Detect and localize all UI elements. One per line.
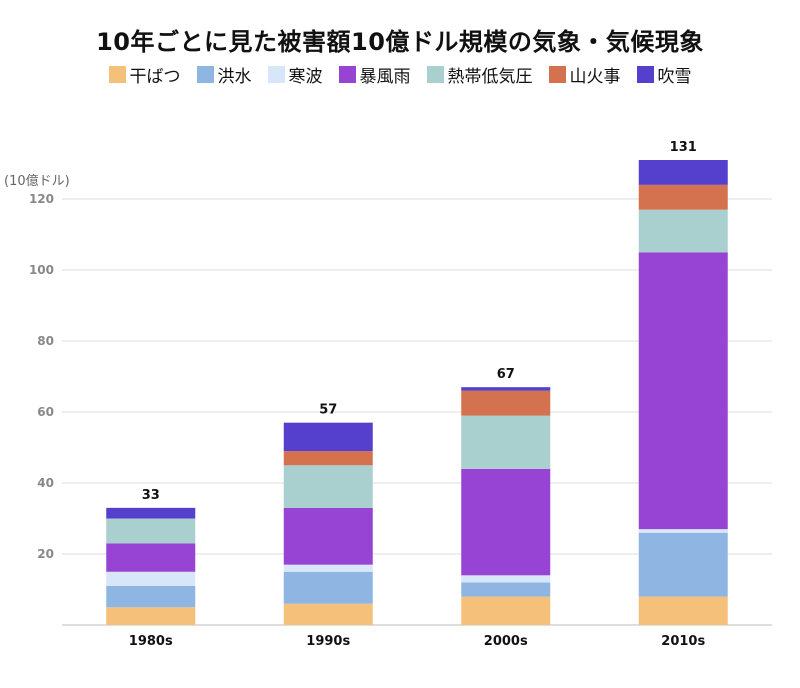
y-tick-label: 80 bbox=[37, 334, 54, 348]
legend-swatch bbox=[108, 66, 126, 83]
bar-segment bbox=[106, 571, 196, 586]
bar-segment bbox=[638, 596, 728, 625]
legend-item-tropical-cyclone: 熱帯低気圧 bbox=[426, 62, 533, 87]
x-tick-label: 2000s bbox=[484, 634, 528, 649]
bar-total-label: 131 bbox=[670, 140, 697, 155]
bar-segment bbox=[283, 465, 373, 508]
legend-swatch bbox=[196, 66, 214, 83]
legend-swatch bbox=[426, 66, 444, 83]
legend-label: 干ばつ bbox=[129, 67, 181, 87]
bar-segment bbox=[461, 390, 551, 416]
bar-segment bbox=[461, 575, 551, 583]
y-tick-label: 60 bbox=[37, 405, 54, 419]
bar-segment bbox=[106, 607, 196, 625]
bar-segment bbox=[461, 468, 551, 576]
legend-swatch bbox=[636, 66, 654, 83]
legend-item-flood: 洪水 bbox=[196, 62, 252, 87]
chart-title: 10年ごとに見た被害額10億ドル規模の気象・気候現象 bbox=[96, 28, 704, 56]
bar-segment bbox=[283, 422, 373, 452]
legend-swatch bbox=[338, 66, 356, 83]
bar-segment bbox=[638, 184, 728, 210]
legend-label: 洪水 bbox=[217, 67, 252, 87]
bar-segment bbox=[638, 252, 728, 530]
legend-label: 暴風雨 bbox=[359, 67, 411, 87]
legend-label: 山火事 bbox=[569, 67, 621, 87]
x-tick-label: 2010s bbox=[661, 634, 705, 649]
legend-item-cold-wave: 寒波 bbox=[267, 62, 323, 87]
x-tick-label: 1980s bbox=[129, 634, 173, 649]
x-tick-label: 1990s bbox=[306, 634, 350, 649]
legend-item-drought: 干ばつ bbox=[108, 62, 181, 87]
bar-segment bbox=[106, 585, 196, 608]
bar-segment bbox=[461, 582, 551, 597]
bar-total-label: 57 bbox=[319, 403, 337, 418]
y-tick-label: 100 bbox=[29, 263, 54, 277]
legend-label: 吹雪 bbox=[657, 67, 692, 87]
bar-segment bbox=[638, 160, 728, 185]
bar-segment bbox=[283, 603, 373, 625]
bar-total-label: 33 bbox=[142, 488, 160, 503]
legend-item-storm: 暴風雨 bbox=[338, 62, 411, 87]
bar-segment bbox=[461, 415, 551, 469]
bar-segment bbox=[461, 596, 551, 625]
y-axis-unit-label: (10億ドル) bbox=[4, 174, 70, 189]
legend-label: 寒波 bbox=[288, 67, 323, 87]
bar-segment bbox=[106, 507, 196, 519]
bar-segment bbox=[283, 507, 373, 565]
bar-segment bbox=[283, 564, 373, 572]
bar-segment bbox=[461, 387, 551, 391]
bar-segment bbox=[106, 543, 196, 572]
legend-item-wildfire: 山火事 bbox=[548, 62, 621, 87]
legend-item-blizzard: 吹雪 bbox=[636, 62, 692, 87]
y-tick-label: 20 bbox=[37, 547, 54, 561]
bar-segment bbox=[283, 571, 373, 604]
bar-segment bbox=[638, 529, 728, 533]
legend-swatch bbox=[267, 66, 285, 83]
bar-total-label: 67 bbox=[497, 367, 515, 382]
y-tick-label: 40 bbox=[37, 476, 54, 490]
bar-segment bbox=[638, 209, 728, 253]
bar-segment bbox=[106, 518, 196, 544]
legend-swatch bbox=[548, 66, 566, 83]
y-tick-label: 120 bbox=[29, 192, 54, 206]
chart-legend: 干ばつ 洪水 寒波 暴風雨 熱帯低気圧 山火事 吹雪 bbox=[0, 62, 800, 87]
bar-segment bbox=[638, 532, 728, 597]
bar-segment bbox=[283, 451, 373, 466]
legend-label: 熱帯低気圧 bbox=[447, 67, 533, 87]
